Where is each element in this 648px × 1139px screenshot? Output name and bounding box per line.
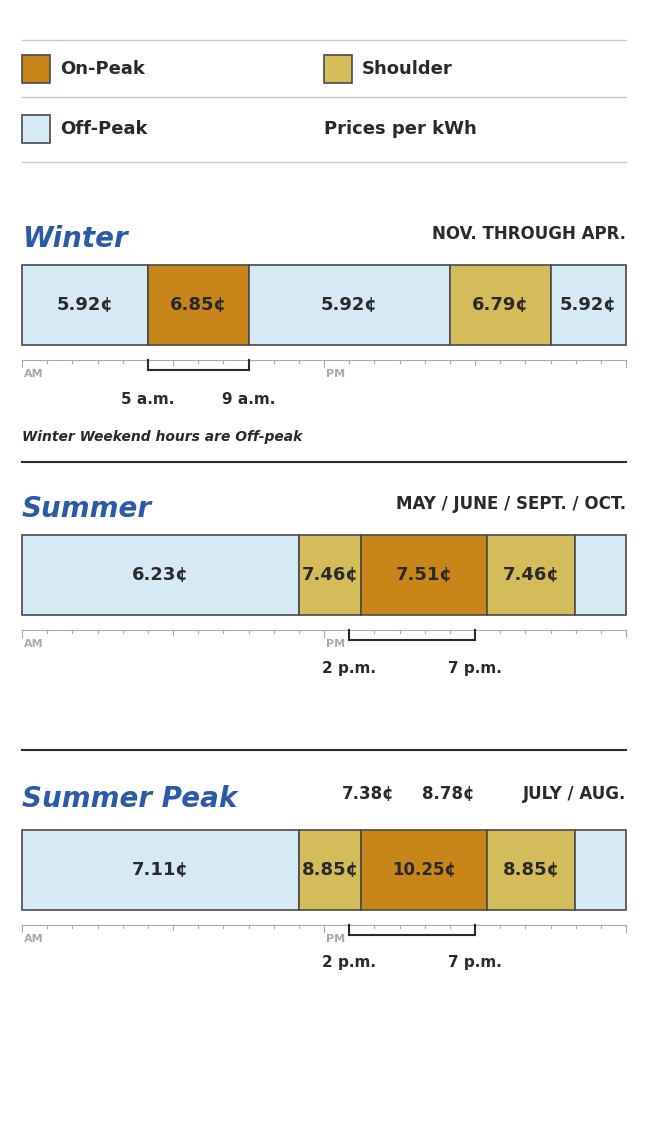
Bar (487, 535, 575, 615)
Text: 5.92¢: 5.92¢ (560, 296, 617, 314)
Text: 2 p.m.: 2 p.m. (322, 954, 376, 969)
Text: 8.78¢: 8.78¢ (422, 785, 474, 803)
Text: 5.92¢: 5.92¢ (56, 296, 113, 314)
Bar (22, 55, 50, 83)
Bar (551, 265, 626, 345)
Text: 5 a.m.: 5 a.m. (121, 393, 174, 408)
Text: 7.51¢: 7.51¢ (396, 566, 453, 584)
Bar (22, 535, 299, 615)
Text: Shoulder: Shoulder (362, 60, 453, 77)
Bar (575, 830, 626, 910)
Text: NOV. THROUGH APR.: NOV. THROUGH APR. (432, 226, 626, 243)
Text: JULY / AUG.: JULY / AUG. (523, 785, 626, 803)
Text: 7.46¢: 7.46¢ (301, 566, 358, 584)
Text: Summer: Summer (22, 495, 152, 523)
Text: 7.46¢: 7.46¢ (503, 566, 560, 584)
Text: 6.79¢: 6.79¢ (472, 296, 529, 314)
Text: AM: AM (24, 369, 43, 379)
Text: On-Peak: On-Peak (60, 60, 145, 77)
Text: PM: PM (326, 639, 345, 649)
Bar (248, 265, 450, 345)
Bar (450, 265, 551, 345)
Bar (362, 535, 487, 615)
Text: PM: PM (326, 369, 345, 379)
Text: 7.38¢: 7.38¢ (342, 785, 395, 803)
Text: PM: PM (326, 934, 345, 944)
Text: 6.85¢: 6.85¢ (170, 296, 227, 314)
Text: Summer Peak: Summer Peak (22, 785, 237, 813)
Text: 7 p.m.: 7 p.m. (448, 661, 502, 675)
Text: Prices per kWh: Prices per kWh (324, 120, 477, 138)
Bar (148, 265, 248, 345)
Bar (575, 535, 626, 615)
Bar (324, 55, 352, 83)
Text: 10.25¢: 10.25¢ (392, 861, 456, 879)
Text: AM: AM (24, 639, 43, 649)
Text: 8.85¢: 8.85¢ (503, 861, 560, 879)
Text: Off-Peak: Off-Peak (60, 120, 148, 138)
Bar (22, 830, 299, 910)
Text: 8.85¢: 8.85¢ (301, 861, 358, 879)
Text: 9 a.m.: 9 a.m. (222, 393, 275, 408)
Bar (362, 830, 487, 910)
Bar (299, 535, 362, 615)
Text: Winter Weekend hours are Off-peak: Winter Weekend hours are Off-peak (22, 431, 303, 444)
Bar (487, 830, 575, 910)
Text: 2 p.m.: 2 p.m. (322, 661, 376, 675)
Text: 7 p.m.: 7 p.m. (448, 954, 502, 969)
Text: 7.11¢: 7.11¢ (132, 861, 189, 879)
Bar (22, 265, 148, 345)
Bar (299, 830, 362, 910)
Bar (22, 115, 50, 144)
Text: AM: AM (24, 934, 43, 944)
Text: 6.23¢: 6.23¢ (132, 566, 189, 584)
Text: Winter: Winter (22, 226, 128, 253)
Text: MAY / JUNE / SEPT. / OCT.: MAY / JUNE / SEPT. / OCT. (396, 495, 626, 513)
Text: 5.92¢: 5.92¢ (321, 296, 378, 314)
